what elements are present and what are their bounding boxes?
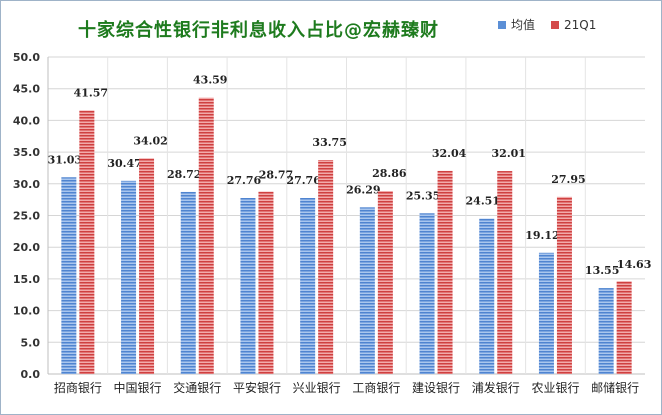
bar-avg [180, 191, 196, 374]
legend-swatch-21q1 [551, 20, 560, 29]
data-label: 28.77 [259, 169, 293, 182]
data-label: 43.59 [193, 74, 227, 87]
x-tick-label: 浦发银行 [472, 380, 520, 395]
bar-21q1 [616, 281, 632, 374]
y-tick-label: 40.0 [13, 114, 40, 127]
x-tick-label: 平安银行 [233, 380, 281, 395]
legend-label-avg: 均值 [511, 18, 536, 32]
y-tick-label: 0.0 [21, 368, 41, 381]
bar-avg [61, 177, 77, 374]
y-tick-label: 15.0 [13, 273, 40, 286]
bar-avg [538, 252, 554, 374]
bar-21q1 [198, 97, 214, 374]
y-tick-label: 30.0 [13, 178, 40, 191]
data-label: 27.95 [551, 173, 585, 186]
bar-21q1 [258, 191, 274, 374]
bar-avg [240, 198, 256, 374]
data-label: 26.29 [346, 183, 380, 196]
legend-item-avg: 均值 [498, 16, 535, 33]
data-label: 19.12 [525, 229, 559, 242]
bar-21q1 [377, 191, 393, 374]
legend-label-21q1: 21Q1 [564, 17, 597, 32]
x-tick-label: 招商银行 [54, 380, 102, 395]
bar-21q1 [79, 110, 95, 374]
chart-legend: 均值 21Q1 [498, 16, 612, 33]
data-label: 28.86 [372, 167, 407, 180]
legend-item-21q1: 21Q1 [551, 18, 596, 32]
bar-avg [359, 207, 375, 374]
chart-title: 十家综合性银行非利息收入占比@宏赫臻财 [78, 20, 439, 41]
bar-21q1 [139, 158, 155, 374]
y-tick-label: 5.0 [21, 336, 41, 349]
bar-21q1 [318, 160, 334, 374]
bar-avg [300, 198, 316, 374]
data-label: 13.55 [585, 264, 619, 277]
bar-avg [598, 288, 614, 374]
y-tick-label: 45.0 [13, 83, 40, 96]
data-label: 14.63 [617, 258, 651, 271]
x-tick-label: 交通银行 [173, 380, 221, 395]
legend-swatch-avg [498, 20, 506, 29]
data-label: 25.35 [406, 189, 440, 202]
data-label: 32.01 [492, 147, 526, 160]
bar-avg [419, 213, 435, 374]
bar-21q1 [497, 171, 513, 374]
data-label: 32.04 [432, 147, 467, 160]
data-label: 41.57 [74, 86, 108, 99]
x-tick-label: 中国银行 [114, 380, 162, 395]
data-label: 27.76 [227, 174, 262, 187]
y-tick-label: 20.0 [13, 241, 40, 254]
bar-avg [121, 180, 137, 374]
data-label: 28.72 [167, 168, 201, 181]
y-tick-label: 25.0 [13, 210, 40, 223]
x-tick-label: 兴业银行 [293, 381, 341, 395]
bar-21q1 [556, 196, 572, 374]
data-label: 27.76 [286, 174, 321, 187]
x-tick-label: 建设银行 [412, 381, 460, 395]
x-tick-label: 工商银行 [352, 380, 400, 395]
x-tick-label: 农业银行 [531, 381, 579, 395]
data-label: 24.51 [466, 195, 500, 208]
data-label: 34.02 [133, 134, 167, 147]
bar-21q1 [437, 170, 453, 374]
data-label: 30.47 [107, 157, 141, 170]
data-label: 33.75 [312, 136, 346, 149]
x-tick-label: 邮储银行 [591, 380, 639, 395]
y-tick-label: 35.0 [13, 146, 40, 159]
y-tick-label: 50.0 [13, 51, 40, 64]
y-tick-label: 10.0 [13, 305, 40, 318]
data-label: 31.03 [48, 153, 82, 166]
bar-avg [479, 218, 495, 374]
